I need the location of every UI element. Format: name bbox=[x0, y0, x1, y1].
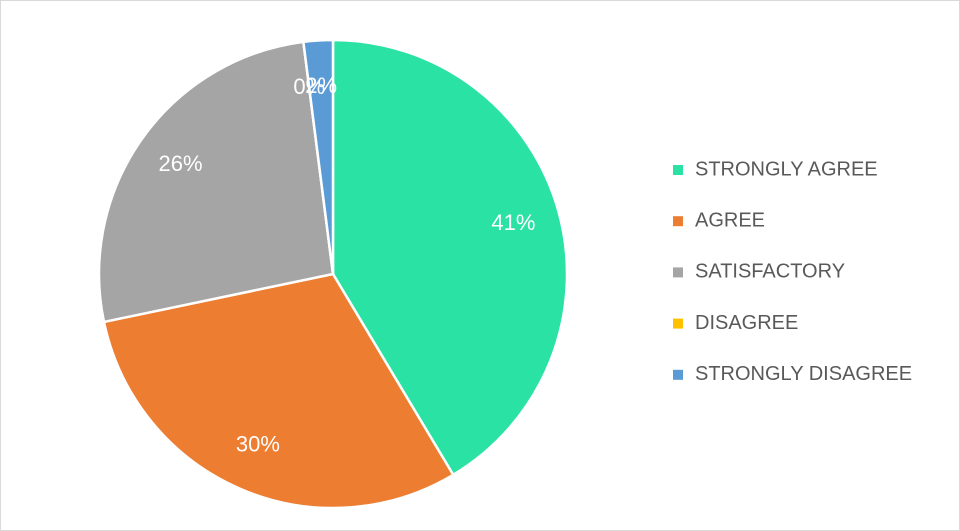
legend-swatch bbox=[673, 318, 683, 329]
data-label: 0% bbox=[293, 74, 325, 99]
legend-swatch bbox=[673, 369, 683, 380]
legend-label: STRONGLY AGREE bbox=[695, 158, 878, 180]
legend-swatch bbox=[673, 216, 683, 227]
pie-slice bbox=[102, 272, 455, 510]
legend-swatch bbox=[673, 267, 683, 278]
legend-label: AGREE bbox=[695, 209, 765, 231]
legend-label: STRONGLY DISAGREE bbox=[695, 363, 912, 385]
data-label: 2% bbox=[305, 73, 337, 98]
legend-swatch bbox=[673, 165, 683, 175]
legend-label: DISAGREE bbox=[695, 312, 798, 334]
data-label: 26% bbox=[158, 151, 202, 176]
data-label: 41% bbox=[491, 210, 535, 235]
legend-label: SATISFACTORY bbox=[695, 261, 845, 283]
data-label: 30% bbox=[236, 431, 280, 456]
pie-slice bbox=[302, 38, 335, 276]
pie-slice bbox=[97, 40, 335, 324]
pie-slice bbox=[331, 38, 569, 477]
